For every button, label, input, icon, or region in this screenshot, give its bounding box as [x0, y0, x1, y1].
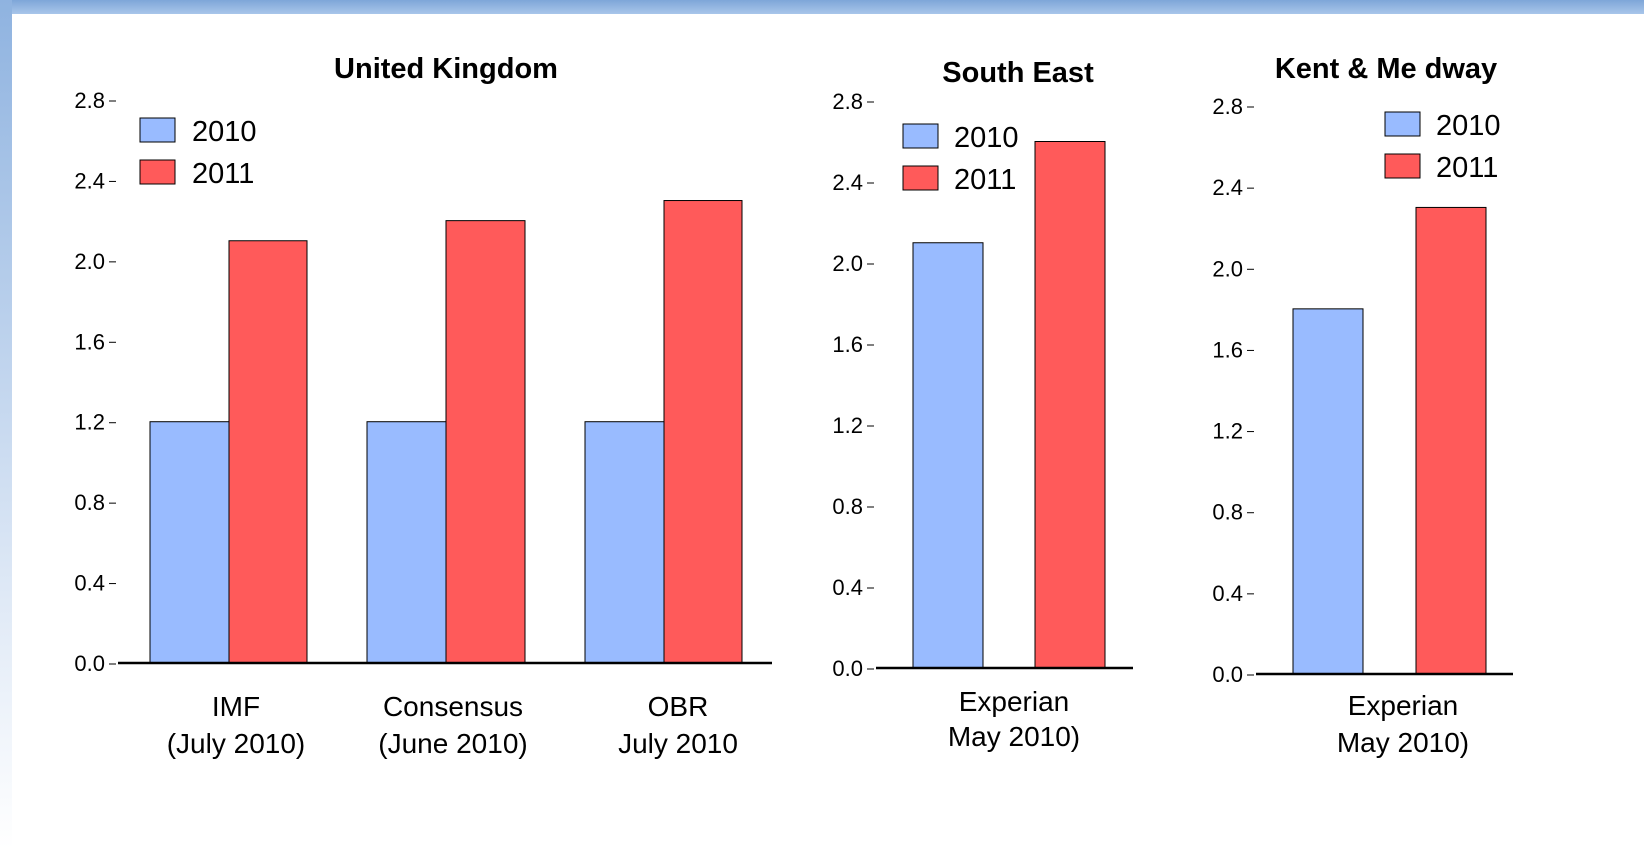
legend-swatch-2010: [139, 117, 176, 143]
y-tick-label: 0.8: [74, 490, 105, 515]
legend-label-2010: 2010: [192, 116, 257, 148]
chart-title: Kent & Me dway: [1275, 53, 1497, 85]
category-label: Experian: [959, 686, 1070, 717]
bar-2011-3: [663, 200, 743, 664]
category-label: Experian: [1348, 690, 1459, 721]
legend-label-2011: 2011: [1436, 152, 1498, 184]
y-tick-label: 2.4: [832, 170, 863, 195]
y-tick-label: 1.2: [74, 410, 105, 435]
legend-swatch-2010: [902, 123, 939, 149]
y-tick-label: 2.4: [74, 168, 105, 193]
bar-2010-2: [366, 421, 447, 664]
y-tick-label: 2.0: [832, 251, 863, 276]
y-tick-label: 1.6: [832, 332, 863, 357]
y-tick-label: 2.8: [832, 89, 863, 114]
y-tick-label: 0.0: [1212, 662, 1243, 687]
bar-2010-1: [1292, 308, 1364, 675]
slide-top-band: [0, 0, 1644, 14]
y-tick-label: 0.8: [832, 494, 863, 519]
y-tick-label: 0.4: [832, 575, 863, 600]
y-tick-label: 0.0: [74, 651, 105, 676]
y-tick-label: 2.8: [74, 88, 105, 113]
category-label: Consensus: [383, 691, 523, 722]
y-tick-label: 0.4: [74, 571, 105, 596]
y-tick-label: 0.4: [1212, 581, 1243, 606]
legend-swatch-2011: [1384, 153, 1421, 179]
y-tick-label: 0.0: [832, 656, 863, 681]
legend-swatch-2011: [139, 159, 176, 185]
legend-label-2010: 2010: [954, 122, 1019, 154]
y-tick-label: 1.2: [1212, 419, 1243, 444]
slide-left-band: [0, 0, 12, 849]
y-tick-label: 1.6: [74, 329, 105, 354]
chart-title: South East: [942, 57, 1094, 89]
y-tick-label: 2.0: [74, 249, 105, 274]
chart-1: United Kingdom 0.0 0.4 0.8 1.2 1.6 2.0 2.4 2.8 IM…: [74, 53, 772, 759]
y-tick-label: 2.0: [1212, 256, 1243, 281]
category-label: May 2010): [1337, 727, 1469, 758]
legend-label-2011: 2011: [954, 164, 1016, 196]
category-label: IMF: [212, 691, 260, 722]
legend-swatch-2010: [1384, 111, 1421, 137]
chart-2: South East 0.0 0.4 0.8 1.2 1.6 2.0 2.4 2.8 Experi…: [832, 57, 1133, 752]
category-label: (July 2010): [167, 728, 306, 759]
bar-2011-1: [228, 240, 308, 664]
category-label: OBR: [648, 691, 709, 722]
legend-label-2011: 2011: [192, 158, 254, 190]
category-label: May 2010): [948, 721, 1080, 752]
category-label: July 2010: [618, 728, 738, 759]
y-tick-label: 1.6: [1212, 337, 1243, 362]
chart-title: United Kingdom: [334, 53, 558, 85]
chart-3: Kent & Me dway 0.0 0.4 0.8 1.2 1.6 2.0 2.4 2.8 Ex…: [1212, 53, 1513, 758]
y-tick-label: 2.4: [1212, 175, 1243, 200]
bar-2011-2: [445, 220, 526, 664]
bar-2010-3: [584, 421, 665, 664]
bar-2011-1: [1415, 206, 1487, 675]
y-tick-label: 0.8: [1212, 500, 1243, 525]
legend-swatch-2011: [902, 165, 939, 191]
bar-2010-1: [149, 421, 230, 664]
legend-label-2010: 2010: [1436, 110, 1501, 142]
bar-2011-1: [1034, 141, 1106, 669]
category-label: (June 2010): [378, 728, 527, 759]
y-tick-label: 1.2: [832, 413, 863, 438]
bar-2010-1: [912, 242, 984, 669]
y-tick-label: 2.8: [1212, 94, 1243, 119]
